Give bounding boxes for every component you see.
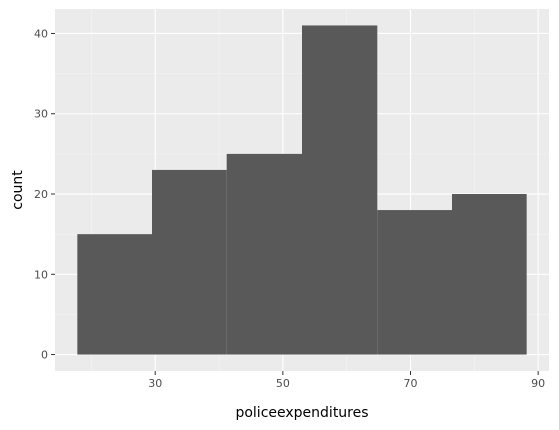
x-axis-title: policeexpenditures — [235, 405, 368, 421]
y-tick-label: 40 — [34, 27, 48, 40]
x-axis: 30 50 70 90 — [148, 371, 545, 390]
y-tick-label: 20 — [34, 188, 48, 201]
histogram-bar-1 — [77, 234, 153, 355]
x-tick-label: 70 — [404, 377, 418, 390]
histogram-bar-5 — [377, 210, 452, 355]
histogram-bar-2 — [152, 169, 227, 355]
histogram-bars — [77, 25, 527, 355]
y-axis: 0 10 20 30 40 — [34, 27, 55, 362]
x-tick-label: 90 — [531, 377, 545, 390]
y-axis-title: count — [10, 170, 26, 210]
y-tick-label: 30 — [34, 108, 48, 121]
x-tick-label: 50 — [276, 377, 290, 390]
y-tick-label: 10 — [34, 268, 48, 281]
histogram-bar-6 — [451, 194, 527, 355]
histogram-bar-3 — [226, 153, 302, 355]
histogram-bar-4 — [302, 25, 378, 355]
y-tick-label: 0 — [41, 349, 48, 362]
x-tick-label: 30 — [148, 377, 162, 390]
